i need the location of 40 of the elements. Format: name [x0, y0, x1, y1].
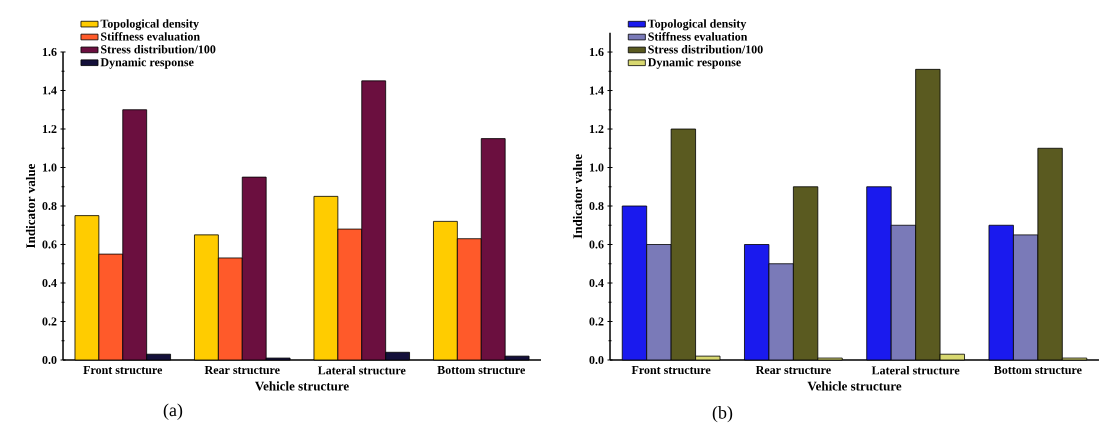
y-tick-label: 0.6 [42, 240, 57, 249]
y-tick-label: 0.6 [589, 240, 604, 249]
y-tick-label: 1.2 [589, 124, 604, 134]
legend-label: Stress distribution/100 [101, 44, 216, 54]
legend-label: Stiffness evaluation [648, 32, 748, 41]
x-tick-label: Bottom structure [437, 366, 525, 375]
y-tick-label: 0.2 [589, 317, 604, 326]
y-tick-label: 0.0 [589, 355, 604, 365]
y-tick-label: 1.0 [589, 163, 604, 172]
y-tick-label: 0.2 [42, 317, 57, 326]
text: (b) [712, 406, 733, 423]
y-tick-label: 0.4 [42, 278, 57, 288]
y-tick-label: 0.4 [589, 278, 604, 288]
x-tick-label: Rear structure [204, 366, 280, 375]
y-tick-label: 1.4 [589, 86, 604, 95]
y-axis-title: Indicator value [572, 154, 583, 239]
x-tick-label: Lateral structure [871, 366, 960, 375]
x-tick-label: Front structure [631, 366, 711, 375]
x-tick-label: Front structure [83, 366, 163, 375]
y-tick-label: 1.4 [42, 86, 57, 95]
y-tick-label: 1.0 [42, 163, 57, 172]
y-tick-label: 1.2 [42, 124, 57, 134]
x-axis-title: Vehicle structure [807, 381, 902, 391]
legend-label: Stress distribution/100 [648, 45, 763, 54]
y-tick-label: 0.8 [589, 201, 604, 211]
x-tick-label: Bottom structure [994, 366, 1082, 375]
text: (a) [163, 403, 183, 420]
x-tick-label: Rear structure [755, 366, 831, 375]
y-tick-label: 1.6 [42, 47, 57, 57]
legend-label: Topological density [647, 19, 747, 31]
y-axis-title: Indicator value [25, 163, 36, 248]
y-tick-label: 0.8 [42, 201, 57, 211]
legend-label: Dynamic response [100, 57, 194, 69]
y-tick-label: 1.6 [589, 47, 604, 57]
legend-label: Topological density [100, 19, 199, 31]
legend-label: Dynamic response [647, 57, 741, 69]
x-axis-title: Vehicle structure [255, 381, 349, 391]
y-tick-label: 0.0 [42, 355, 57, 365]
x-tick-label: Lateral structure [317, 366, 406, 375]
legend-label: Stiffness evaluation [101, 32, 200, 41]
